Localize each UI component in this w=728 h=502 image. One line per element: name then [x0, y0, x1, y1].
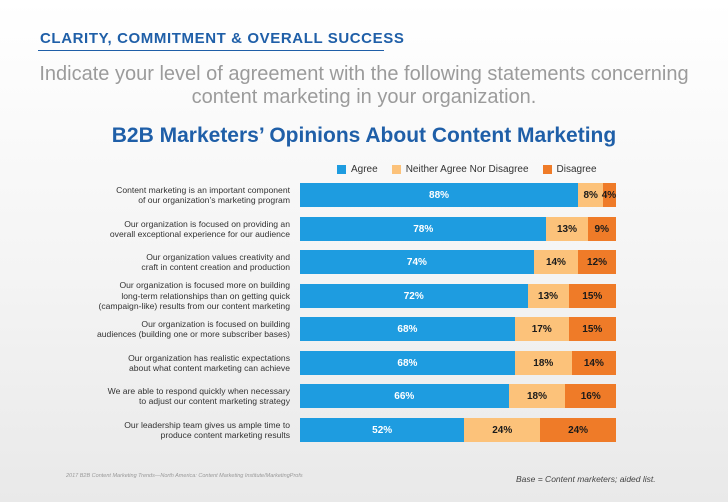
survey-question: Indicate your level of agreement with th… — [39, 63, 689, 108]
row-label-line: Our organization is focused on building — [141, 318, 290, 329]
bar-segment-neither: 17% — [514, 317, 569, 341]
bar-segment-disagree: 14% — [571, 351, 616, 375]
bar-segment-agree: 68% — [300, 317, 515, 341]
bar-segment-neither: 13% — [546, 217, 588, 241]
bar-value-label: 72% — [403, 290, 424, 302]
bar-segment-agree: 78% — [300, 217, 547, 241]
bar-segment-neither: 18% — [514, 351, 572, 375]
bar-value-label: 17% — [531, 323, 552, 335]
bar-value-label: 13% — [538, 290, 559, 302]
bar-segment-disagree: 9% — [587, 217, 616, 241]
bar-value-label: 74% — [406, 256, 427, 268]
row-label-line: Content marketing is an important compon… — [116, 184, 290, 195]
bar-value-label: 68% — [397, 357, 418, 369]
bar-segment-neither: 24% — [464, 418, 541, 442]
legend-swatch-disagree — [542, 164, 552, 174]
row-label: Our organization values creativity and cr… — [60, 252, 290, 273]
legend-swatch-neither — [391, 164, 401, 174]
bar-segment-neither: 14% — [533, 250, 579, 274]
legend-label-disagree: Disagree — [556, 163, 597, 175]
bar-value-label: 12% — [587, 256, 608, 268]
bar-segment-neither: 8% — [578, 183, 604, 207]
row-label-line: Our leadership team gives us ample time … — [124, 419, 290, 430]
bar-segment-agree: 52% — [300, 418, 465, 442]
bar-value-label: 9% — [594, 223, 609, 235]
row-label-line: audiences (building one or more subscrib… — [97, 329, 290, 339]
bar-value-label: 14% — [583, 357, 604, 369]
row-label: Our organization is focused on providing… — [60, 219, 290, 240]
bar-value-label: 24% — [568, 424, 589, 436]
bar-segment-agree: 88% — [300, 183, 579, 207]
bar-value-label: 52% — [372, 424, 393, 436]
base-note: Base = Content marketers; aided list. — [516, 474, 656, 484]
row-label-line: overall exceptional experience for our a… — [109, 229, 290, 239]
bar-value-label: 15% — [582, 323, 603, 335]
row-label-line: to adjust our content marketing strategy — [139, 396, 290, 406]
bar-value-label: 18% — [533, 357, 554, 369]
bar-value-label: 18% — [526, 390, 547, 402]
chart-legend: Agree Neither Agree Nor Disagree Disagre… — [337, 162, 611, 176]
section-title: CLARITY, COMMITMENT & OVERALL SUCCESS — [40, 30, 405, 47]
row-label-line: We are able to respond quickly when nece… — [107, 385, 290, 396]
row-label: Our leadership team gives us ample time … — [60, 420, 290, 441]
row-label-line: Our organization values creativity and — [146, 251, 290, 262]
bar-segment-disagree: 16% — [565, 384, 616, 408]
bar-segment-disagree: 15% — [568, 317, 616, 341]
bar-segment-agree: 68% — [300, 351, 515, 375]
row-label: Our organization has realistic expectati… — [60, 353, 290, 374]
bar-segment-agree: 72% — [300, 284, 528, 308]
row-label-line: long-term relationships than on getting … — [121, 290, 290, 301]
bar-segment-disagree: 12% — [578, 250, 616, 274]
legend-item-disagree: Disagree — [542, 163, 597, 175]
row-label-line: Our organization is focused more on buil… — [119, 280, 290, 291]
bar-value-label: 88% — [429, 189, 450, 201]
bar-value-label: 24% — [492, 424, 513, 436]
source-footnote: 2017 B2B Content Marketing Trends—North … — [66, 473, 303, 479]
bar-segment-disagree: 4% — [601, 183, 617, 207]
row-label-line: Our organization has realistic expectati… — [128, 352, 290, 363]
bar-value-label: 8% — [583, 189, 598, 201]
row-label-line: produce content marketing results — [160, 430, 290, 440]
bar-segment-neither: 18% — [508, 384, 566, 408]
bar-segment-disagree: 15% — [568, 284, 616, 308]
bar-value-label: 4% — [601, 189, 617, 201]
section-title-underline — [38, 50, 384, 51]
bar-segment-neither: 13% — [527, 284, 569, 308]
legend-item-neither: Neither Agree Nor Disagree — [391, 163, 529, 175]
row-label: Content marketing is an important compon… — [60, 185, 290, 206]
bar-value-label: 66% — [394, 390, 415, 402]
row-label-line: (campaign-like) results from our content… — [98, 301, 290, 312]
row-label: We are able to respond quickly when nece… — [60, 386, 290, 407]
bar-value-label: 16% — [580, 390, 601, 402]
bar-value-label: 13% — [557, 223, 578, 235]
bar-value-label: 15% — [582, 290, 603, 302]
legend-swatch-agree — [337, 164, 346, 174]
bar-segment-disagree: 24% — [540, 418, 616, 442]
bar-value-label: 68% — [397, 323, 418, 335]
legend-label-agree: Agree — [351, 163, 378, 175]
row-label: Our organization is focused on building a… — [60, 319, 290, 340]
row-label-line: about what content marketing can achieve — [129, 363, 290, 373]
bar-value-label: 14% — [545, 256, 566, 268]
legend-label-neither: Neither Agree Nor Disagree — [405, 163, 529, 175]
row-label: Our organization is focused more on buil… — [60, 280, 290, 312]
bar-segment-agree: 66% — [300, 384, 509, 408]
legend-item-agree: Agree — [337, 164, 378, 175]
chart-title: B2B Marketers’ Opinions About Content Ma… — [111, 124, 617, 147]
row-label-line: Our organization is focused on providing… — [124, 218, 290, 229]
bar-value-label: 78% — [413, 223, 434, 235]
row-label-line: of our organization’s marketing program — [138, 195, 290, 205]
row-label-line: craft in content creation and production — [141, 262, 290, 272]
bar-segment-agree: 74% — [300, 250, 534, 274]
